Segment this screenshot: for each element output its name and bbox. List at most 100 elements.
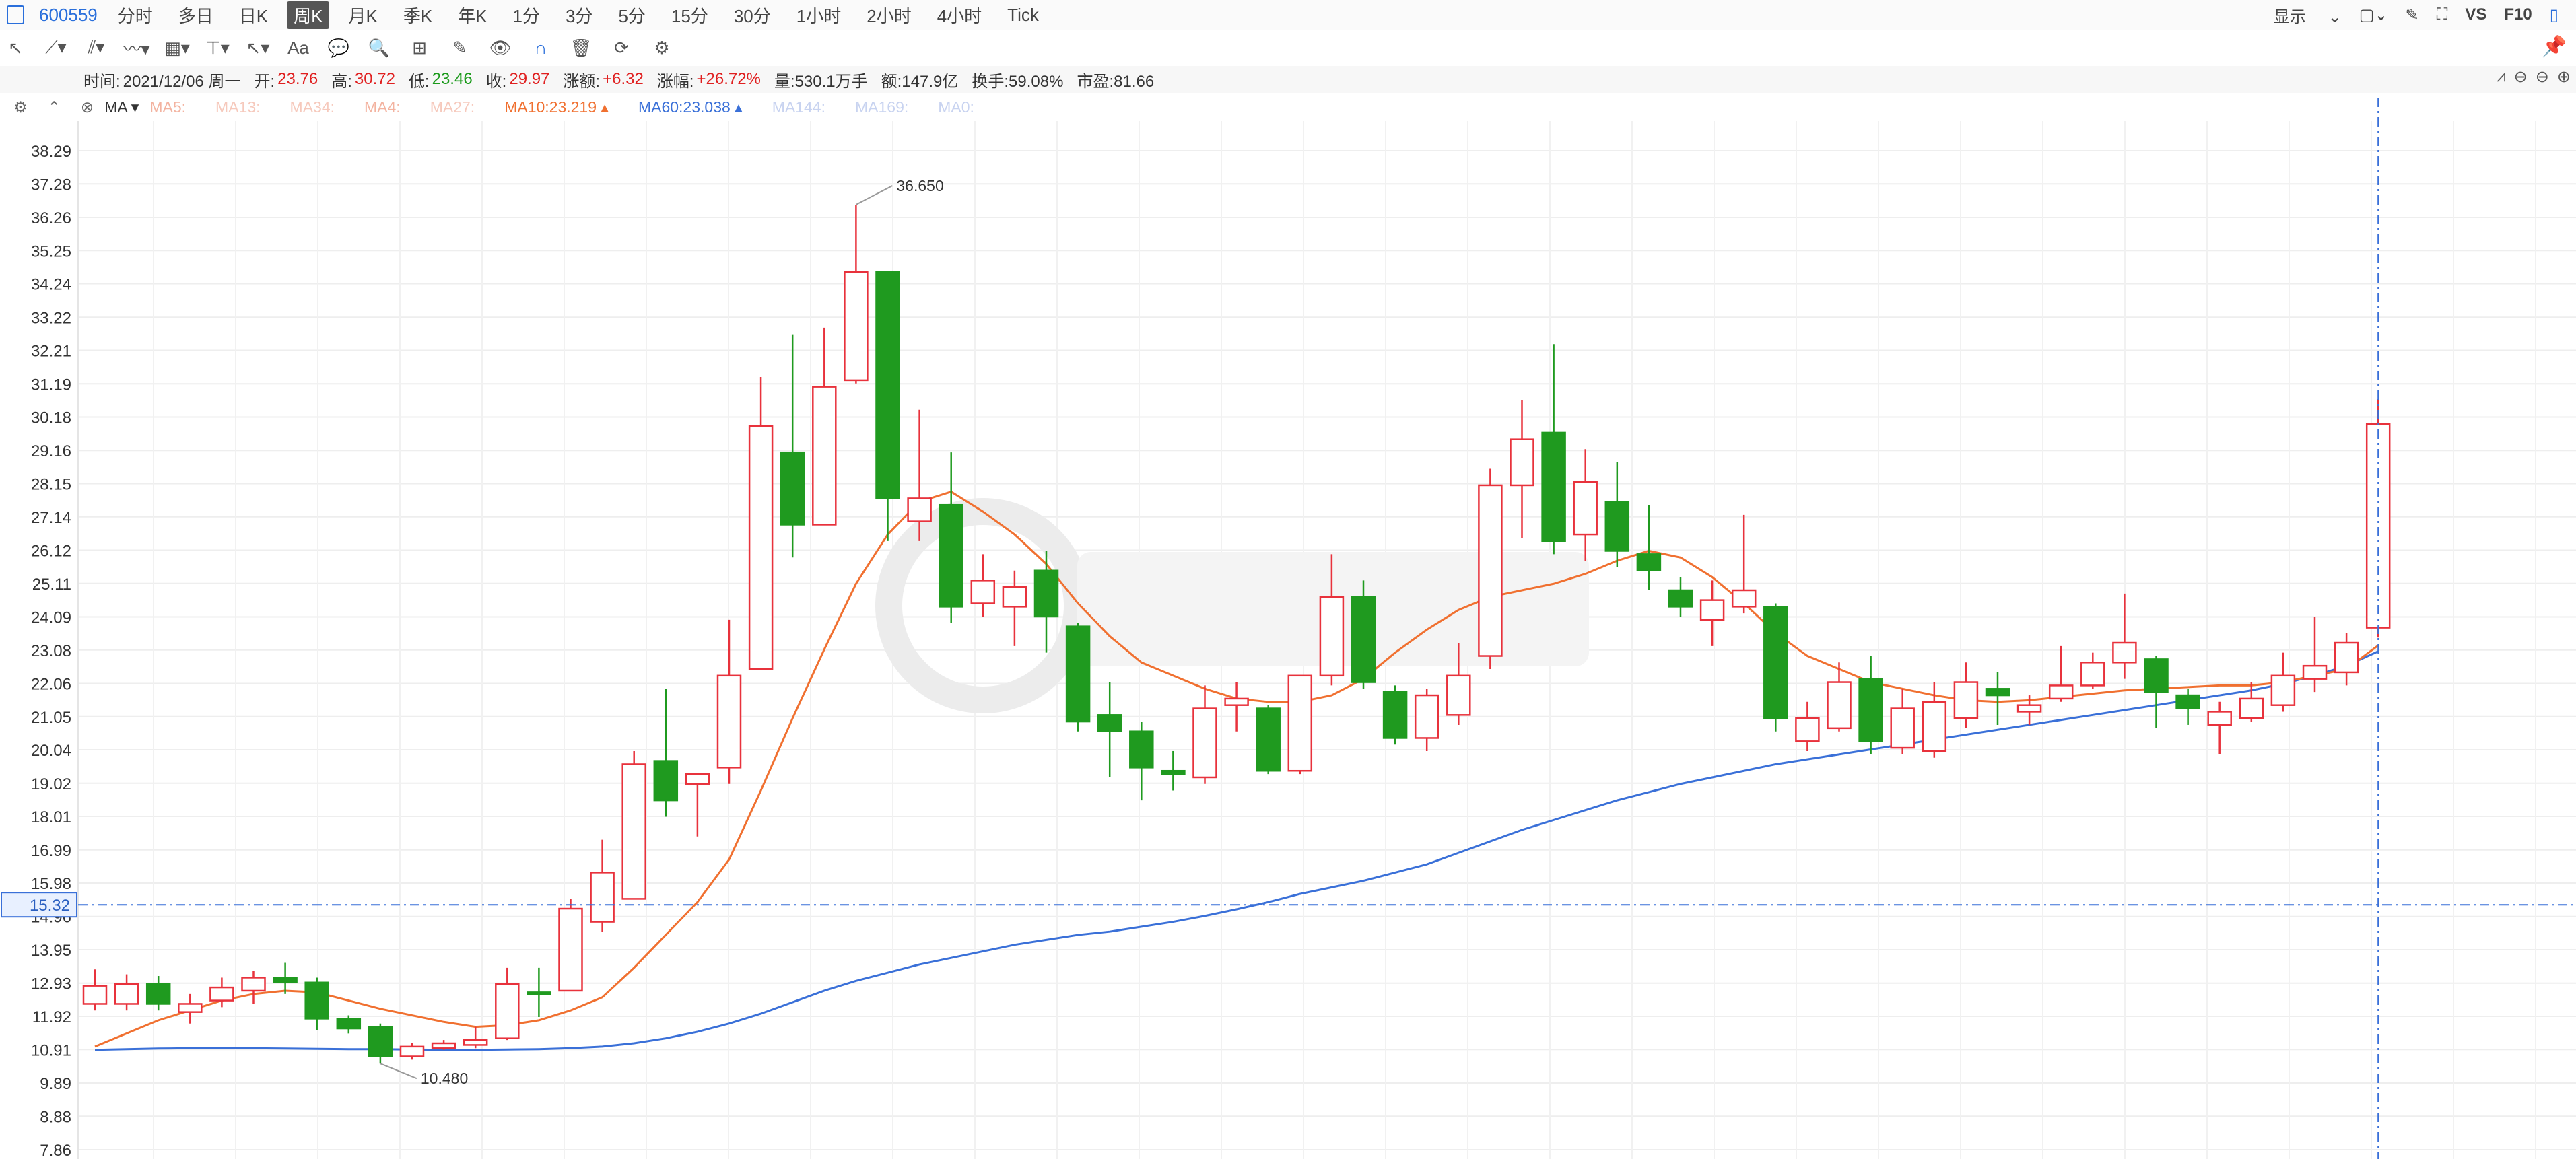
candle-body xyxy=(621,763,646,900)
indicator-selector[interactable]: MA ▾ xyxy=(104,98,139,116)
pen-icon[interactable]: ✎ xyxy=(2405,5,2419,24)
candle-body xyxy=(1763,606,1788,719)
eye-icon[interactable]: 👁 xyxy=(489,37,512,58)
candle xyxy=(2207,701,2232,754)
time-value: 2021/12/06 周一 xyxy=(123,72,241,91)
wave-tool-icon[interactable]: 〰▾ xyxy=(123,38,150,59)
minus-icon[interactable]: ⊖ xyxy=(2535,68,2549,86)
period-tab-weekly[interactable]: 周K xyxy=(287,1,330,29)
f10-button[interactable]: F10 xyxy=(2504,5,2532,24)
period-tab-quarterly[interactable]: 季K xyxy=(403,5,433,26)
gear-icon[interactable]: ⚙ xyxy=(654,37,670,58)
period-tab-multiday[interactable]: 多日 xyxy=(178,5,213,26)
ma10-label: MA10:23.219 ▴ xyxy=(504,98,609,116)
candle xyxy=(907,409,932,541)
candle-body xyxy=(495,983,520,1039)
arrow-tool-icon[interactable]: ↖▾ xyxy=(246,37,270,58)
compare-icon[interactable]: ⩘ xyxy=(2497,67,2506,85)
candle-body xyxy=(2144,658,2169,693)
candles-layer xyxy=(82,204,2391,1064)
open-label: 开: xyxy=(254,72,275,91)
candle xyxy=(1129,722,1154,801)
ticker-code[interactable]: 600559 xyxy=(39,4,98,25)
ma0-label: MA0: xyxy=(938,98,974,116)
period-tab-1min[interactable]: 1分 xyxy=(512,5,540,26)
line-tool-icon[interactable]: ⟋▾ xyxy=(45,37,67,57)
candle xyxy=(1065,623,1091,732)
fullscreen-icon[interactable]: ⛶ xyxy=(2436,5,2448,24)
candle xyxy=(2048,645,2074,702)
candle xyxy=(368,1023,393,1064)
candle-body xyxy=(399,1045,425,1057)
y-tick-label: 15.98 xyxy=(31,875,71,893)
period-tab-monthly[interactable]: 月K xyxy=(348,5,378,26)
ma34-label: MA34: xyxy=(290,98,335,116)
high-value: 30.72 xyxy=(354,70,395,88)
period-tab-5min[interactable]: 5分 xyxy=(618,5,646,26)
candle xyxy=(336,1015,362,1034)
vs-button[interactable]: VS xyxy=(2465,5,2487,24)
candle xyxy=(495,967,520,1041)
panel-toggle-icon[interactable] xyxy=(7,5,24,24)
candle xyxy=(1985,672,2010,725)
period-tab-30min[interactable]: 30分 xyxy=(733,5,771,26)
candle xyxy=(431,1040,456,1050)
close-indicator-icon[interactable]: ⊗ xyxy=(80,98,94,116)
y-tick-label: 10.91 xyxy=(31,1041,71,1059)
candle-body xyxy=(336,1018,362,1030)
period-tab-1hour[interactable]: 1小时 xyxy=(796,5,842,26)
candle xyxy=(399,1043,425,1060)
search-icon[interactable]: 🔍 xyxy=(368,37,391,58)
layout-square-icon[interactable]: ▢⌄ xyxy=(2359,5,2388,24)
magnet-icon[interactable]: ∩ xyxy=(534,37,547,58)
period-tab-4hour[interactable]: 4小时 xyxy=(937,5,982,26)
period-tab-yearly[interactable]: 年K xyxy=(458,5,487,26)
pin-icon[interactable]: 📌 xyxy=(2541,36,2567,58)
collapse-icon[interactable]: ⌃ xyxy=(47,98,61,116)
candle xyxy=(1287,674,1313,775)
period-tab-2hour[interactable]: 2小时 xyxy=(867,5,912,26)
zoom-out-icon[interactable]: ⊖ xyxy=(2513,68,2528,86)
display-dropdown[interactable]: 显示 ⌄ xyxy=(2273,7,2342,26)
period-tab-3min[interactable]: 3分 xyxy=(565,5,593,26)
fib-tool-icon[interactable]: ▦▾ xyxy=(164,37,190,58)
candle xyxy=(2239,682,2264,722)
candle xyxy=(1256,705,1281,775)
candle-body xyxy=(1541,431,1566,542)
candle xyxy=(939,452,963,623)
comment-icon[interactable]: 💬 xyxy=(327,37,350,58)
candle xyxy=(1161,750,1186,791)
period-tab-tick[interactable]: Tick xyxy=(1007,4,1039,25)
sidebar-toggle-icon[interactable]: ▯ xyxy=(2549,5,2558,24)
candle xyxy=(2080,652,2105,689)
candle xyxy=(2365,399,2391,638)
brush-icon[interactable]: ✎ xyxy=(452,37,467,58)
zoom-in-icon[interactable]: ⊕ xyxy=(2556,68,2571,86)
period-tab-intraday[interactable]: 分时 xyxy=(117,5,153,26)
trash-icon[interactable]: 🗑 xyxy=(570,37,592,58)
candle xyxy=(1097,682,1122,777)
channel-tool-icon[interactable]: ⫽▾ xyxy=(88,37,105,57)
candle xyxy=(2016,695,2042,725)
settings-gear-icon[interactable]: ⚙ xyxy=(13,98,28,116)
candle-body xyxy=(1256,707,1281,772)
period-tab-daily[interactable]: 日K xyxy=(238,5,269,26)
ma4-label: MA4: xyxy=(364,98,401,116)
candle-body xyxy=(273,977,298,984)
candle xyxy=(1382,685,1408,745)
period-tab-15min[interactable]: 15分 xyxy=(671,5,708,26)
candle xyxy=(1033,551,1059,653)
measure-icon[interactable]: ⊞ xyxy=(412,37,427,58)
sync-icon[interactable]: ⟳ xyxy=(614,37,629,58)
crosshair-price-label: 15.32 xyxy=(30,897,70,915)
vertical-line-icon[interactable]: ⊤▾ xyxy=(205,37,230,58)
cursor-icon[interactable]: ↖ xyxy=(8,37,23,58)
candle xyxy=(1510,400,1534,538)
candle-body xyxy=(2080,662,2105,687)
text-tool-icon[interactable]: Aa xyxy=(287,37,309,58)
candle-body xyxy=(1351,596,1376,683)
candle xyxy=(780,334,805,558)
y-tick-label: 11.92 xyxy=(32,1008,71,1026)
ma10-polyline xyxy=(94,491,2379,1048)
